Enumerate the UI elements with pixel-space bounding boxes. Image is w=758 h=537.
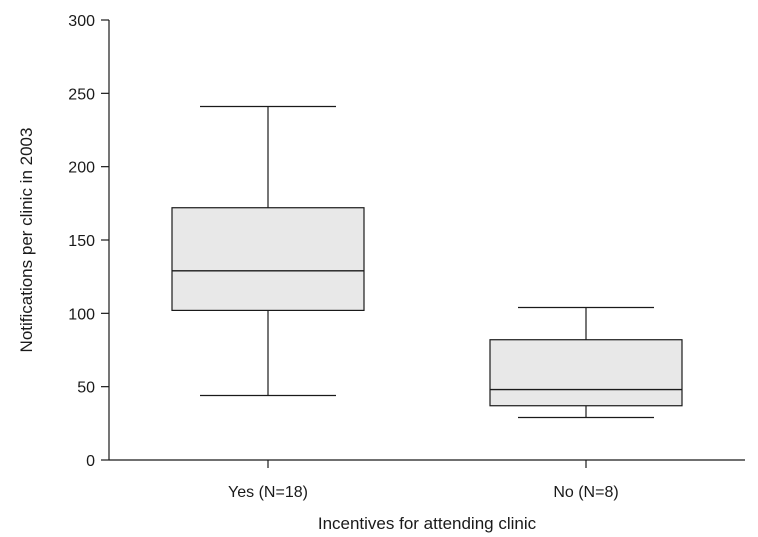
y-tick-label: 200 xyxy=(68,160,95,177)
x-axis-title: Incentives for attending clinic xyxy=(318,514,537,533)
iqr-box xyxy=(489,339,683,407)
y-axis-ticks: 0 50 100 150 200 250 300 xyxy=(68,13,109,470)
x-tick-label: Yes (N=18) xyxy=(228,484,308,501)
x-tick-label: No (N=8) xyxy=(553,484,618,501)
plot-area xyxy=(171,105,683,419)
y-tick-label: 300 xyxy=(68,13,95,30)
y-tick-label: 250 xyxy=(68,86,95,103)
box-group xyxy=(171,105,365,397)
box-group xyxy=(489,306,683,419)
y-tick-label: 50 xyxy=(77,380,95,397)
y-tick-label: 0 xyxy=(86,453,95,470)
y-axis-title: Notifications per clinic in 2003 xyxy=(17,128,36,353)
x-axis-ticks: Yes (N=18) No (N=8) xyxy=(228,460,619,501)
iqr-box xyxy=(171,207,365,312)
y-tick-label: 100 xyxy=(68,306,95,323)
y-tick-label: 150 xyxy=(68,233,95,250)
